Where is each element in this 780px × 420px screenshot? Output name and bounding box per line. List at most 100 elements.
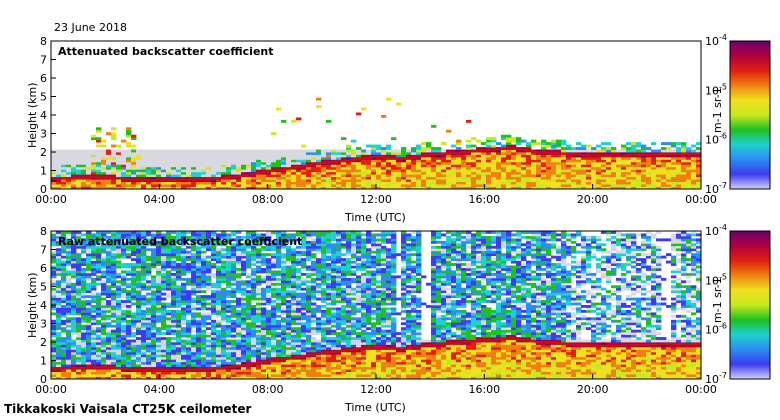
heatmap-cell (136, 156, 142, 160)
heatmap-cell (66, 307, 72, 311)
heatmap-cell (286, 250, 292, 254)
heatmap-cell (461, 154, 467, 158)
heatmap-cell (56, 231, 62, 234)
heatmap-cell (241, 366, 247, 370)
heatmap-cell (151, 260, 157, 264)
heatmap-cell (476, 147, 482, 150)
heatmap-cell (331, 174, 337, 178)
heatmap-cell (286, 354, 292, 358)
heatmap-cell (291, 364, 297, 368)
heatmap-cell (66, 324, 72, 328)
heatmap-cell (216, 324, 222, 328)
heatmap-cell (191, 248, 197, 252)
heatmap-cell (681, 166, 687, 170)
heatmap-cell (256, 376, 262, 380)
heatmap-cell (61, 374, 67, 377)
heatmap-cell (101, 275, 107, 279)
heatmap-cell (71, 233, 77, 237)
heatmap-cell (246, 332, 252, 335)
heatmap-cell (371, 184, 377, 187)
heatmap-cell (126, 263, 132, 266)
heatmap-cell (266, 285, 272, 289)
heatmap-cell (91, 287, 97, 291)
x-axis: 00:00 04:00 08:00 12:00 16:00 20:00 00:00 (35, 184, 717, 206)
heatmap-cell (196, 171, 202, 175)
heatmap-cell (66, 171, 72, 175)
colorbar: 10-410-510-610-7m-1 sr-1 (705, 33, 771, 196)
heatmap-cell (296, 272, 302, 276)
heatmap-cell (91, 351, 97, 355)
heatmap-cell (91, 339, 97, 343)
heatmap-cell (296, 166, 302, 170)
heatmap-cell (156, 171, 162, 175)
heatmap-cell (81, 169, 87, 173)
heatmap-cell (441, 149, 447, 153)
heatmap-cell (656, 174, 662, 178)
heatmap-cell (211, 171, 217, 175)
heatmap-cell (216, 184, 222, 187)
heatmap-cell (151, 156, 157, 160)
heatmap-cell (386, 149, 392, 153)
heatmap-cell (161, 260, 167, 264)
heatmap-cell (231, 334, 237, 338)
heatmap-cell (541, 169, 547, 173)
heatmap-cell (491, 171, 497, 175)
heatmap-cell (401, 184, 407, 187)
heatmap-cell (426, 179, 432, 182)
heatmap-cell (181, 260, 187, 264)
heatmap-cell (231, 322, 237, 326)
heatmap-cell (271, 272, 277, 276)
heatmap-cell (541, 152, 547, 155)
heatmap-cell (261, 260, 267, 264)
heatmap-cell (76, 329, 82, 333)
heatmap-cell (186, 277, 192, 281)
heatmap-cell (56, 152, 62, 155)
heatmap-cell (651, 176, 657, 180)
heatmap-cell (76, 164, 82, 168)
heatmap-cell (196, 369, 202, 372)
heatmap-cell (126, 366, 132, 370)
heatmap-cell (256, 314, 262, 318)
heatmap-cell (111, 285, 117, 289)
heatmap-cell (276, 243, 282, 247)
heatmap-cell (351, 174, 357, 178)
heatmap-cell (166, 174, 172, 178)
heatmap-cell (81, 152, 87, 155)
heatmap-cell (171, 337, 177, 340)
heatmap-cell (531, 169, 537, 173)
heatmap-cell (156, 314, 162, 318)
heatmap-cell (141, 366, 147, 370)
heatmap-cell (506, 156, 512, 160)
heatmap-cell (401, 174, 407, 178)
heatmap-cell (111, 275, 117, 279)
heatmap-cell (316, 184, 322, 187)
heatmap-cell (286, 312, 292, 316)
heatmap-cell (151, 235, 157, 239)
heatmap-cell (126, 154, 132, 158)
heatmap-cell (691, 186, 697, 190)
heatmap-cell (556, 184, 562, 187)
heatmap-cell (626, 181, 632, 185)
heatmap-cell (296, 292, 302, 296)
heatmap-cell (111, 152, 117, 155)
heatmap-cell (241, 270, 247, 274)
heatmap-cell (591, 171, 597, 175)
heatmap-cell (636, 144, 642, 148)
heatmap-cell (286, 327, 292, 331)
heatmap-cell (301, 159, 307, 163)
heatmap-cell (601, 174, 607, 178)
heatmap-cell (346, 149, 352, 153)
heatmap-cell (136, 245, 142, 249)
heatmap-cell (516, 186, 522, 190)
heatmap-cell (431, 147, 437, 150)
heatmap-cell (286, 351, 292, 355)
heatmap-cell (216, 156, 222, 160)
heatmap-cell (346, 169, 352, 173)
heatmap-cell (651, 181, 657, 185)
heatmap-cell (221, 260, 227, 264)
heatmap-cell (66, 369, 72, 372)
heatmap-cell (191, 238, 197, 242)
heatmap-cell (611, 169, 617, 173)
heatmap-cell (86, 354, 92, 358)
heatmap-cell (246, 280, 252, 284)
